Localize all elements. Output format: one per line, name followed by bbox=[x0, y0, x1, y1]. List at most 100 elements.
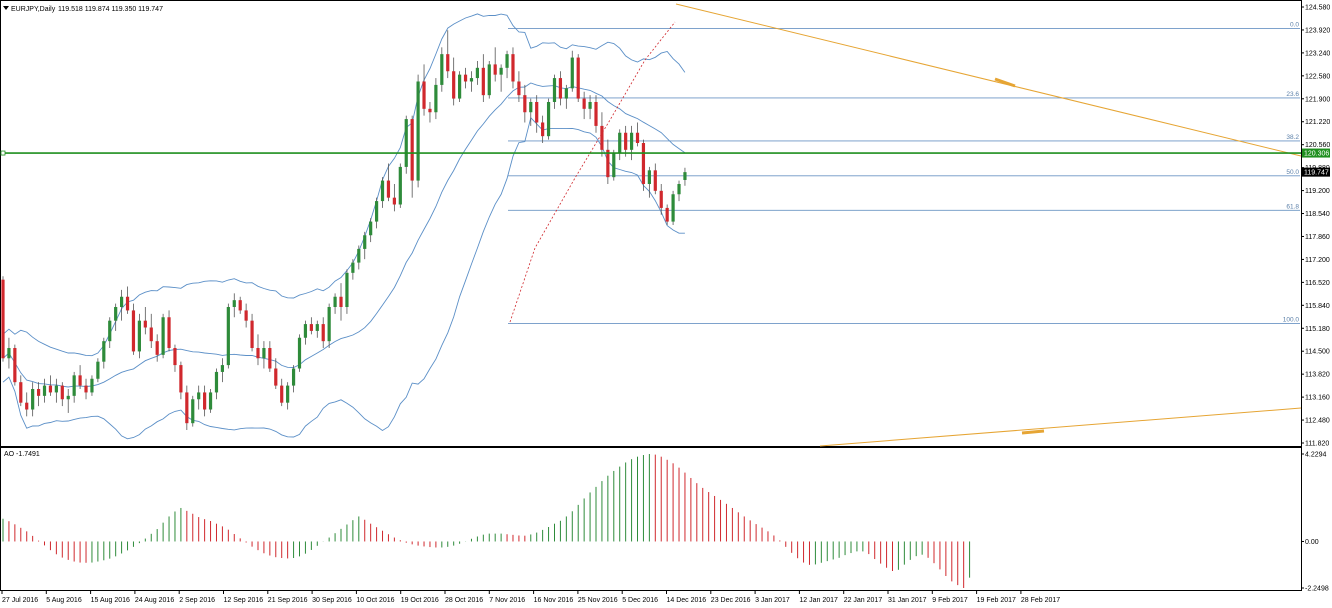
candle-body bbox=[173, 348, 177, 366]
candle-body bbox=[369, 221, 373, 236]
candle-body bbox=[48, 385, 53, 393]
candle-body bbox=[286, 385, 290, 403]
candle-body bbox=[309, 324, 313, 331]
lower-trendline[interactable] bbox=[819, 407, 1302, 447]
time-tick-label: 21 Sep 2016 bbox=[268, 597, 308, 604]
time-tick-label: 31 Jan 2017 bbox=[888, 597, 927, 604]
time-tick-label: 7 Nov 2016 bbox=[489, 597, 525, 604]
indicator-pane-border bbox=[0, 447, 1302, 591]
candle-body bbox=[19, 382, 23, 403]
fib-level-label: 0.0 bbox=[1290, 22, 1299, 29]
time-tick-label: 5 Dec 2016 bbox=[622, 597, 658, 604]
candle-body bbox=[78, 375, 82, 386]
candle-body bbox=[114, 307, 118, 321]
time-tick-label: 14 Dec 2016 bbox=[667, 597, 707, 604]
candle-body bbox=[339, 296, 343, 308]
candle-body bbox=[677, 183, 681, 195]
candle-body bbox=[452, 71, 456, 99]
price-tick-label: 124.580 bbox=[1305, 5, 1330, 12]
candle-body bbox=[523, 95, 527, 113]
candle-body bbox=[606, 149, 610, 178]
candle-body bbox=[220, 365, 225, 372]
time-tick-label: 24 Aug 2016 bbox=[135, 597, 174, 604]
candle-body bbox=[612, 153, 616, 178]
time-tick-label: 28 Feb 2017 bbox=[1021, 597, 1060, 604]
time-tick-label: 12 Jan 2017 bbox=[799, 597, 838, 604]
candle-body bbox=[434, 84, 438, 113]
fib-level-label: 23.6 bbox=[1286, 91, 1299, 98]
fib-level-label: 61.8 bbox=[1286, 203, 1299, 210]
candle-body bbox=[469, 78, 474, 82]
price-tick-label: 122.580 bbox=[1305, 73, 1330, 80]
main-pane-border bbox=[0, 0, 1302, 447]
time-tick-label: 25 Nov 2016 bbox=[578, 597, 618, 604]
upper-trendline[interactable] bbox=[675, 3, 1302, 157]
bollinger-upper bbox=[2, 13, 686, 357]
candle-body bbox=[535, 101, 539, 123]
price-tick-label: 119.200 bbox=[1305, 188, 1330, 195]
candle-body bbox=[671, 194, 675, 222]
candle-body bbox=[244, 310, 248, 321]
candle-body bbox=[238, 300, 242, 311]
lower-trendline-handle[interactable] bbox=[1021, 429, 1045, 435]
price-tick-label: 121.220 bbox=[1305, 119, 1330, 126]
candle-body bbox=[179, 365, 183, 393]
upper-trendline-handle[interactable] bbox=[994, 77, 1016, 88]
candle-body bbox=[446, 54, 450, 72]
hline-handle[interactable] bbox=[0, 150, 6, 156]
price-tick-label: 116.520 bbox=[1305, 280, 1330, 287]
ao-axis: 4.2294 0.00 -2.2498 bbox=[1301, 452, 1329, 593]
hline-price-label: 120.306 bbox=[1304, 151, 1329, 158]
time-tick-label: 9 Feb 2017 bbox=[932, 597, 968, 604]
time-tick-label: 28 Oct 2016 bbox=[445, 597, 483, 604]
trend-lines[interactable] bbox=[509, 3, 1302, 447]
candle-body bbox=[345, 272, 349, 308]
price-tick-label: 117.200 bbox=[1305, 257, 1330, 264]
candle-body bbox=[42, 385, 47, 396]
price-tick-label: 123.240 bbox=[1305, 50, 1330, 57]
candle-body bbox=[505, 54, 509, 68]
candle-body bbox=[647, 170, 651, 184]
candle-body bbox=[327, 307, 331, 342]
ohlc-label: 119.518 119.874 119.350 119.747 bbox=[58, 6, 163, 13]
candle-body bbox=[499, 67, 503, 75]
ao-histogram bbox=[2, 453, 971, 589]
candle-body bbox=[659, 190, 663, 208]
candle-body bbox=[653, 170, 657, 191]
candle-body bbox=[683, 172, 687, 180]
time-tick-label: 30 Sep 2016 bbox=[312, 597, 352, 604]
ao-tick-label: -2.2498 bbox=[1305, 586, 1329, 593]
fib-level-label: 50.0 bbox=[1286, 169, 1299, 176]
time-tick-label: 10 Oct 2016 bbox=[356, 597, 394, 604]
candle-body bbox=[392, 197, 396, 205]
fib-baseline[interactable] bbox=[509, 21, 676, 323]
price-tick-label: 120.560 bbox=[1305, 142, 1330, 149]
candle-body bbox=[398, 166, 402, 205]
candle-body bbox=[333, 296, 337, 308]
time-tick-label: 22 Jan 2017 bbox=[844, 597, 883, 604]
candle-body bbox=[635, 132, 640, 143]
chart-menu-triangle-icon[interactable] bbox=[3, 6, 9, 10]
candle-body bbox=[618, 132, 622, 154]
candle-body bbox=[541, 122, 545, 137]
candle-body bbox=[386, 180, 391, 198]
candle-body bbox=[404, 119, 408, 167]
candle-body bbox=[36, 389, 41, 396]
candle-body bbox=[7, 348, 11, 359]
candle-body bbox=[72, 375, 76, 396]
candle-body bbox=[274, 368, 278, 386]
horizontal-line[interactable]: 120.306 bbox=[0, 148, 1330, 158]
candle-body bbox=[31, 389, 35, 410]
fibonacci-levels[interactable]: 0.0 23.6 38.2 50.0 61.8 100.0 bbox=[508, 22, 1300, 324]
candle-body bbox=[280, 385, 284, 403]
candle-body bbox=[624, 132, 628, 150]
price-tick-label: 114.500 bbox=[1305, 349, 1330, 356]
candle-body bbox=[357, 248, 361, 263]
price-tick-label: 123.920 bbox=[1305, 27, 1330, 34]
time-tick-label: 19 Feb 2017 bbox=[977, 597, 1016, 604]
candle-body bbox=[161, 317, 165, 355]
candle-body bbox=[315, 324, 319, 331]
candle-body bbox=[511, 54, 515, 82]
